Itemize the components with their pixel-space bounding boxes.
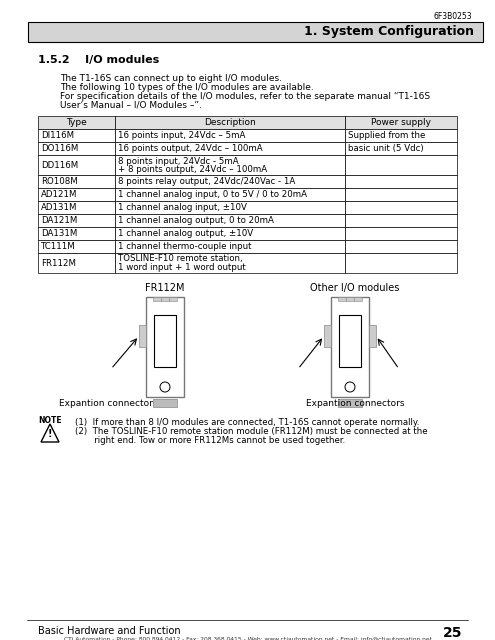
Text: Description: Description: [204, 118, 256, 127]
Text: DI116M: DI116M: [41, 131, 74, 140]
Text: 1. System Configuration: 1. System Configuration: [304, 26, 474, 38]
Text: (1)  If more than 8 I/O modules are connected, T1-16S cannot operate normally.: (1) If more than 8 I/O modules are conne…: [75, 418, 419, 427]
Bar: [38, 201, 115, 214]
Text: 8 points input, 24Vdc - 5mA: 8 points input, 24Vdc - 5mA: [118, 157, 239, 166]
Text: TOSLINE-F10 remote station,: TOSLINE-F10 remote station,: [118, 255, 243, 264]
Text: Expantion connector: Expantion connector: [59, 399, 153, 408]
Text: TC111M: TC111M: [41, 242, 76, 251]
Text: Supplied from the: Supplied from the: [348, 131, 425, 140]
Bar: [115, 155, 345, 175]
Bar: [345, 142, 457, 155]
Bar: [38, 129, 115, 142]
Bar: [115, 227, 345, 240]
Text: User’s Manual – I/O Modules –”.: User’s Manual – I/O Modules –”.: [60, 101, 202, 110]
Bar: [38, 116, 115, 129]
Text: 1 word input + 1 word output: 1 word input + 1 word output: [118, 263, 246, 272]
Bar: [38, 175, 115, 188]
Bar: [154, 315, 176, 367]
Bar: [338, 297, 346, 301]
Bar: [339, 315, 361, 367]
Bar: [139, 325, 146, 347]
Text: The T1-16S can connect up to eight I/O modules.: The T1-16S can connect up to eight I/O m…: [60, 74, 282, 83]
Text: Expantion connectors: Expantion connectors: [306, 399, 404, 408]
Bar: [115, 129, 345, 142]
Text: 1 channel analog input, ±10V: 1 channel analog input, ±10V: [118, 203, 247, 212]
Bar: [38, 214, 115, 227]
Bar: [38, 155, 115, 175]
Text: For specification details of the I/O modules, refer to the separate manual “T1-1: For specification details of the I/O mod…: [60, 92, 430, 101]
Text: 16 points input, 24Vdc – 5mA: 16 points input, 24Vdc – 5mA: [118, 131, 246, 140]
Bar: [146, 297, 184, 397]
Text: (2)  The TOSLINE-F10 remote station module (FR112M) must be connected at the: (2) The TOSLINE-F10 remote station modul…: [75, 427, 428, 436]
Text: 1.5.2    I/O modules: 1.5.2 I/O modules: [38, 55, 159, 65]
Text: AD131M: AD131M: [41, 203, 78, 212]
Text: !: !: [48, 429, 52, 439]
Text: The following 10 types of the I/O modules are available.: The following 10 types of the I/O module…: [60, 83, 314, 92]
Bar: [115, 142, 345, 155]
Bar: [169, 297, 177, 301]
Bar: [345, 201, 457, 214]
Bar: [115, 240, 345, 253]
Bar: [38, 240, 115, 253]
Bar: [346, 297, 354, 301]
Bar: [345, 155, 457, 175]
Bar: [345, 129, 457, 142]
Text: DD116M: DD116M: [41, 161, 78, 170]
Bar: [354, 297, 362, 301]
Bar: [161, 297, 169, 301]
Text: RO108M: RO108M: [41, 177, 78, 186]
Bar: [28, 22, 483, 42]
Bar: [324, 325, 331, 347]
Bar: [38, 227, 115, 240]
Text: 1 channel analog output, 0 to 20mA: 1 channel analog output, 0 to 20mA: [118, 216, 274, 225]
Text: 25: 25: [443, 626, 462, 640]
Bar: [38, 142, 115, 155]
Bar: [115, 201, 345, 214]
Bar: [345, 214, 457, 227]
Text: + 8 points output, 24Vdc – 100mA: + 8 points output, 24Vdc – 100mA: [118, 165, 267, 174]
Text: 1 channel thermo-couple input: 1 channel thermo-couple input: [118, 242, 251, 251]
Text: FR112M: FR112M: [145, 283, 185, 293]
Bar: [345, 116, 457, 129]
Text: Basic Hardware and Function: Basic Hardware and Function: [38, 626, 181, 636]
Bar: [153, 399, 177, 407]
Text: NOTE: NOTE: [38, 416, 61, 425]
Bar: [345, 227, 457, 240]
Text: 6F3B0253: 6F3B0253: [434, 12, 472, 21]
Bar: [115, 175, 345, 188]
Bar: [115, 253, 345, 273]
Bar: [331, 297, 369, 397]
Bar: [369, 325, 376, 347]
Bar: [345, 240, 457, 253]
Text: Type: Type: [66, 118, 87, 127]
Text: 1 channel analog output, ±10V: 1 channel analog output, ±10V: [118, 229, 253, 238]
Text: Other I/O modules: Other I/O modules: [310, 283, 399, 293]
Text: DA121M: DA121M: [41, 216, 77, 225]
Bar: [38, 253, 115, 273]
Text: DA131M: DA131M: [41, 229, 77, 238]
Bar: [115, 188, 345, 201]
Text: FR112M: FR112M: [41, 259, 76, 268]
Bar: [345, 253, 457, 273]
Polygon shape: [41, 424, 59, 442]
Bar: [115, 214, 345, 227]
Text: AD121M: AD121M: [41, 190, 78, 199]
Bar: [345, 175, 457, 188]
Bar: [115, 116, 345, 129]
Text: 16 points output, 24Vdc – 100mA: 16 points output, 24Vdc – 100mA: [118, 144, 263, 153]
Text: basic unit (5 Vdc): basic unit (5 Vdc): [348, 144, 424, 153]
Bar: [345, 188, 457, 201]
Text: DO116M: DO116M: [41, 144, 78, 153]
Text: 8 points relay output, 24Vdc/240Vac - 1A: 8 points relay output, 24Vdc/240Vac - 1A: [118, 177, 295, 186]
Text: Power supply: Power supply: [371, 118, 431, 127]
Text: CTi Automation - Phone: 800.894.0412 - Fax: 208.368.0415 - Web: www.ctiautomatio: CTi Automation - Phone: 800.894.0412 - F…: [64, 636, 432, 640]
Text: 1 channel analog input, 0 to 5V / 0 to 20mA: 1 channel analog input, 0 to 5V / 0 to 2…: [118, 190, 307, 199]
Bar: [153, 297, 161, 301]
Text: right end. Tow or more FR112Ms cannot be used together.: right end. Tow or more FR112Ms cannot be…: [75, 436, 345, 445]
Bar: [38, 188, 115, 201]
Bar: [338, 399, 362, 407]
